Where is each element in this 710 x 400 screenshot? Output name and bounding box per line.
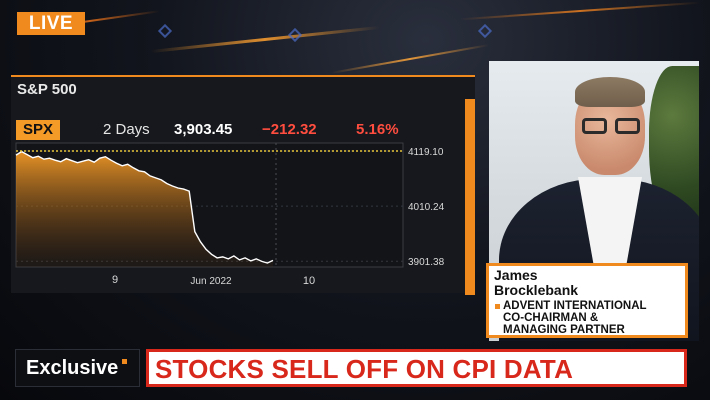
quote-row: SPX 2 Days 3,903.45 −212.32 5.16%	[16, 120, 456, 140]
glasses-icon	[582, 118, 640, 136]
live-badge: LIVE	[17, 12, 85, 35]
exclusive-dot-icon	[122, 359, 127, 364]
guest-first-name: James	[494, 267, 538, 283]
guest-last-name: Brocklebank	[494, 282, 579, 298]
guest-lower-third: James Brocklebank ADVENT INTERNATIONAL C…	[486, 263, 688, 338]
guest-title-line: CO-CHAIRMAN &	[503, 312, 599, 324]
x-tick-label: 10	[303, 275, 315, 287]
y-tick-label: 3901.38	[408, 257, 445, 268]
series-line	[15, 150, 274, 264]
headline-text: STOCKS SELL OFF ON CPI DATA	[155, 354, 574, 384]
chart-title: S&P 500	[17, 81, 77, 98]
series-area	[16, 151, 273, 267]
last-price: 3,903.45	[174, 121, 233, 138]
guest-hair	[575, 77, 645, 107]
x-tick-label: Jun 2022	[190, 276, 232, 287]
exclusive-label: Exclusive	[26, 357, 119, 379]
percent-change: 5.16%	[356, 121, 399, 138]
chart-panel: S&P 500 SPX 2 Days 3,903.45 −212.32 5.16…	[11, 75, 475, 295]
y-tick-label: 4119.10	[408, 147, 444, 158]
y-tick-label: 4010.24	[408, 202, 445, 213]
guest-title-line: ADVENT INTERNATIONAL	[503, 300, 647, 312]
guest-title-line: MANAGING PARTNER	[503, 324, 625, 336]
exclusive-tag: Exclusive	[15, 349, 140, 387]
x-tick-label: 9	[112, 274, 118, 286]
panel-accent-bar	[465, 99, 475, 295]
ticker-badge: SPX	[16, 120, 60, 140]
range-label: 2 Days	[103, 121, 150, 138]
price-change: −212.32	[262, 121, 317, 138]
headline-bar: STOCKS SELL OFF ON CPI DATA	[146, 349, 687, 387]
bullet-icon	[495, 304, 500, 309]
price-chart: 4119.10 4010.24 3901.38 9 Jun 2022 10	[15, 142, 445, 287]
